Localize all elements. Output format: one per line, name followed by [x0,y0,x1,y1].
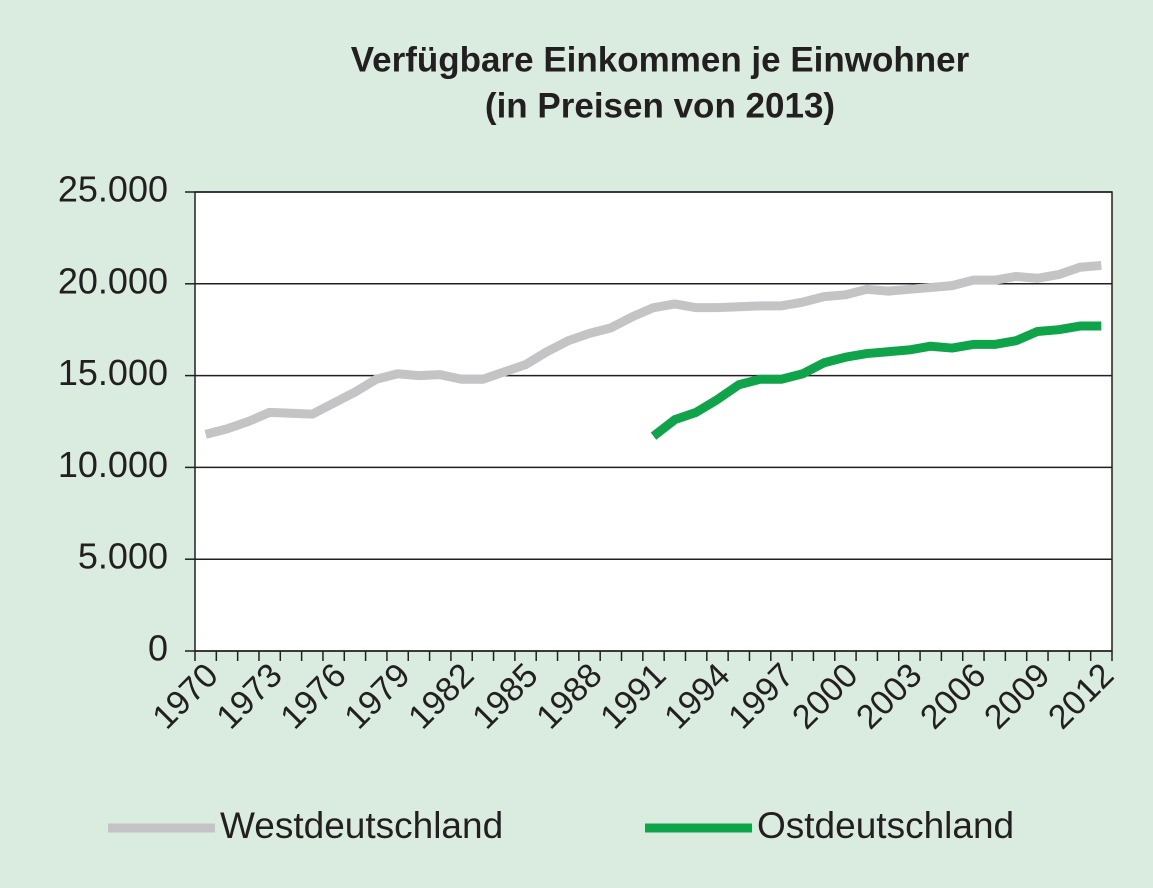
chart-subtitle: (in Preisen von 2013) [485,86,835,125]
y-tick-label: 5.000 [78,536,168,577]
line-series [650,321,1102,440]
line-series [204,260,1102,439]
chart-title: Verfügbare Einkommen je Einwohner [351,40,970,79]
legend-label: Ostdeutschland [757,805,1014,846]
plot-area [194,191,1113,652]
y-tick-label: 10.000 [58,444,168,485]
y-tick-label: 15.000 [58,352,168,393]
y-tick-label: 20.000 [58,260,168,301]
y-tick-label: 25.000 [58,169,168,210]
legend-label: Westdeutschland [220,805,503,846]
y-tick-label: 0 [148,628,168,669]
